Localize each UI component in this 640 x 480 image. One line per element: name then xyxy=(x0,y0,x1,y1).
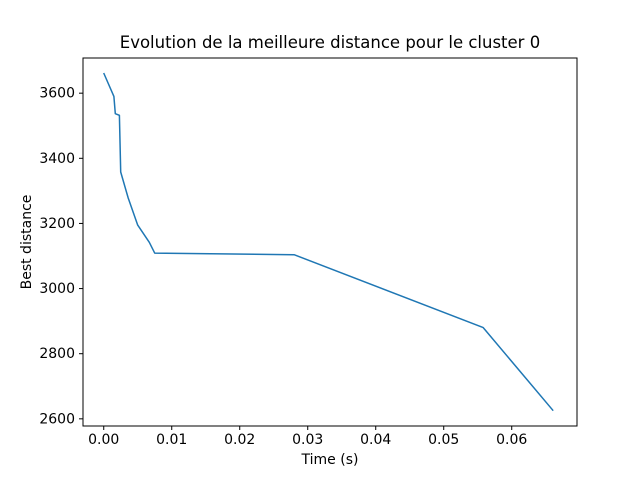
data-line-series xyxy=(103,72,554,412)
x-axis-ticks: 0.00 0.01 0.02 0.03 0.04 0.05 0.06 xyxy=(88,426,527,448)
y-tick-label: 3400 xyxy=(39,151,75,167)
y-tick-label: 2600 xyxy=(39,411,75,427)
x-tick-label: 0.00 xyxy=(88,432,119,448)
y-tick-label: 3200 xyxy=(39,216,75,232)
x-tick-label: 0.06 xyxy=(496,432,527,448)
y-tick-label: 3600 xyxy=(39,86,75,102)
y-axis-ticks: 2600 2800 3000 3200 3400 3600 xyxy=(39,86,83,427)
x-tick-label: 0.02 xyxy=(224,432,255,448)
y-axis-label: Best distance xyxy=(19,195,35,290)
y-tick-label: 2800 xyxy=(39,346,75,362)
y-tick-label: 3000 xyxy=(39,281,75,297)
x-tick-label: 0.05 xyxy=(428,432,459,448)
x-tick-label: 0.03 xyxy=(292,432,323,448)
x-tick-label: 0.04 xyxy=(360,432,391,448)
chart-title: Evolution de la meilleure distance pour … xyxy=(120,33,540,52)
x-tick-label: 0.01 xyxy=(156,432,187,448)
plot-area xyxy=(82,57,578,427)
x-axis-label: Time (s) xyxy=(301,452,359,468)
